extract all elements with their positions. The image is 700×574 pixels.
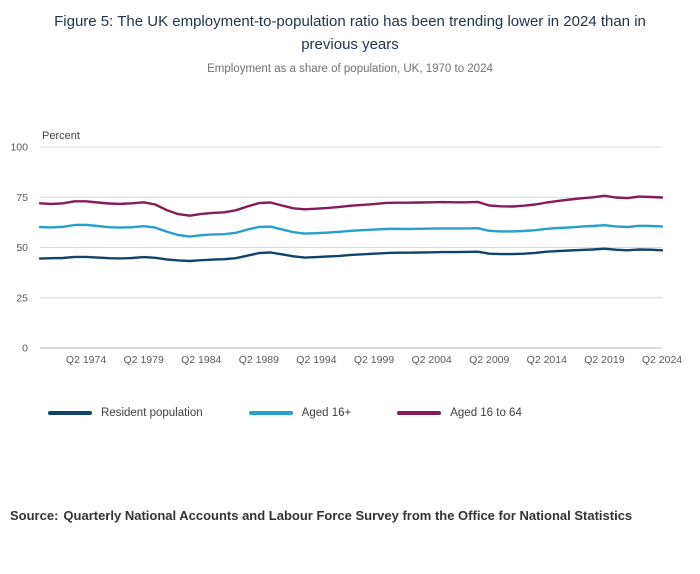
legend-item-aged-16-to-64: Aged 16 to 64 (397, 407, 522, 419)
svg-text:Q2 2014: Q2 2014 (527, 354, 567, 366)
svg-text:25: 25 (16, 292, 28, 304)
source-label: Source: (10, 508, 59, 523)
svg-text:Q2 1999: Q2 1999 (354, 354, 394, 366)
legend-label-aged-16-to-64: Aged 16 to 64 (450, 407, 522, 419)
svg-text:Q2 2019: Q2 2019 (584, 354, 624, 366)
svg-text:Q2 1994: Q2 1994 (296, 354, 336, 366)
svg-text:50: 50 (16, 242, 28, 254)
chart-legend: Resident population Aged 16+ Aged 16 to … (0, 407, 700, 419)
svg-text:Q2 2004: Q2 2004 (411, 354, 451, 366)
svg-text:Q2 2024: Q2 2024 (642, 354, 682, 366)
source-text: Quarterly National Accounts and Labour F… (63, 508, 633, 523)
legend-swatch-aged-16-plus (248, 411, 293, 415)
chart-subtitle: Employment as a share of population, UK,… (207, 63, 493, 75)
svg-text:Q2 1984: Q2 1984 (181, 354, 221, 366)
chart-title: Figure 5: The UK employment-to-populatio… (54, 13, 646, 53)
svg-text:Q2 1974: Q2 1974 (66, 354, 106, 366)
svg-text:0: 0 (22, 343, 28, 355)
svg-text:Percent: Percent (42, 130, 80, 142)
svg-text:75: 75 (16, 192, 28, 204)
svg-text:100: 100 (10, 142, 28, 154)
svg-text:Q2 1979: Q2 1979 (124, 354, 164, 366)
line-chart: 0 25 50 75 100 Percent Q2 1974 Q2 1979 Q2 1984 Q2… (10, 130, 682, 366)
legend-label-resident-population: Resident population (101, 407, 203, 419)
svg-text:Q2 1989: Q2 1989 (239, 354, 279, 366)
svg-text:Q2 2009: Q2 2009 (469, 354, 509, 366)
source-note: Source: Quarterly National Accounts and L… (10, 505, 672, 527)
legend-swatch-resident-population (48, 411, 92, 415)
legend-swatch-aged-16-to-64 (397, 411, 442, 415)
legend-item-aged-16-plus: Aged 16+ (248, 407, 352, 419)
legend-item-resident-population: Resident population (48, 407, 203, 419)
legend-label-aged-16-plus: Aged 16+ (301, 407, 352, 419)
